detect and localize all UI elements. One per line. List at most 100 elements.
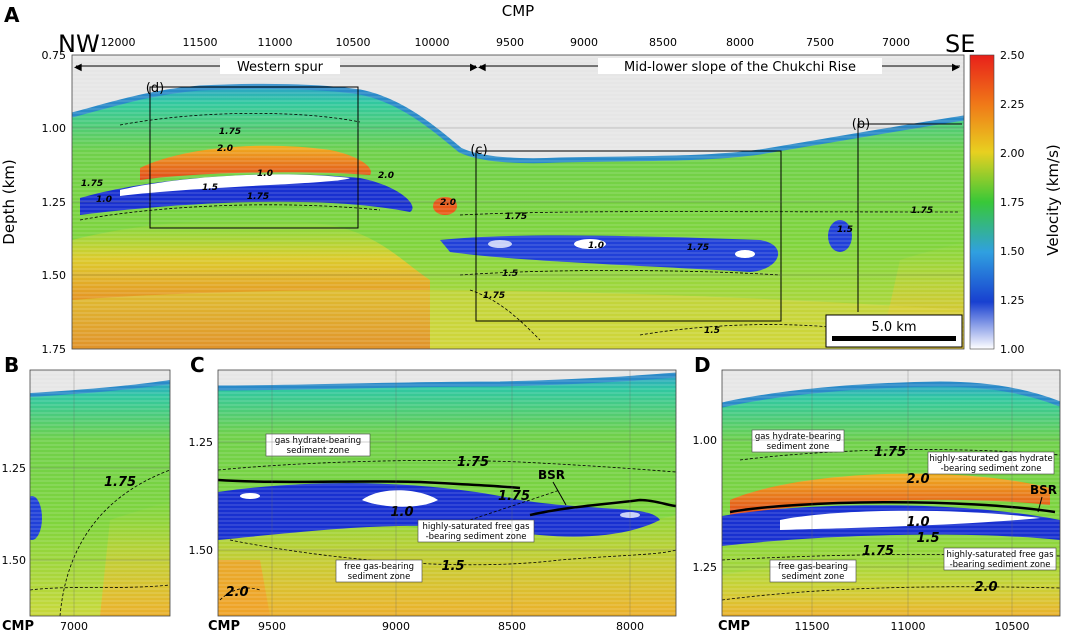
panel-a-contour-label: 1.75 <box>247 192 269 202</box>
panel-a-contour-label: 1.5 <box>837 225 853 235</box>
colorbar-tick: 1.00 <box>1000 343 1025 356</box>
panel-a-x-title: CMP <box>502 2 534 20</box>
panel-a-y-tick: 1.75 <box>42 343 67 356</box>
panel-c-x-tick: 8500 <box>498 620 526 633</box>
panel-a-contour-label: 1.75 <box>483 291 505 301</box>
panel-letter-a: A <box>4 3 20 27</box>
corner-label-se: SE <box>945 30 975 58</box>
annotation-text: highly-saturated gas hydrate <box>929 454 1052 464</box>
panel-a-y-tick: 0.75 <box>42 49 67 62</box>
colorbar-tick: 1.75 <box>1000 196 1025 209</box>
panel-c-y-tick: 1.25 <box>189 436 214 449</box>
annotation-box <box>265 433 371 457</box>
panel-a-y-tick: 1.25 <box>42 196 67 209</box>
panel-b-y-tick: 1.25 <box>2 462 27 475</box>
panel-d-bsr-label: BSR <box>1030 483 1057 497</box>
panel-a-x-tick: 7000 <box>882 36 910 49</box>
panel-a-contour-label: 1.75 <box>505 212 527 222</box>
panel-c-seismic-image <box>218 370 676 616</box>
panel-b-cmp-label: CMP <box>2 619 34 633</box>
annotation-text: sediment zone <box>287 446 350 456</box>
panel-d-cmp-label: CMP <box>718 619 750 633</box>
annotation-box <box>943 547 1057 571</box>
panel-a-contour-label: 1.5 <box>704 326 720 336</box>
panel-a-contour-label: 1.75 <box>81 179 103 189</box>
zoom-box-label-b: (b) <box>852 117 870 132</box>
panel-c-cmp-label: CMP <box>208 619 240 633</box>
panel-c-contour-label: 1.75 <box>457 455 489 470</box>
panel-a-contour-label: 1.5 <box>202 183 218 193</box>
panel-d-x-ticks: 11500 11000 10500 <box>795 370 1030 633</box>
region-label-chukchi-slope: Mid-lower slope of the Chukchi Rise <box>624 60 856 75</box>
panel-c-bsr-label: BSR <box>538 468 565 482</box>
panel-c-contour-label: 1.5 <box>441 559 464 574</box>
annotation-box <box>769 559 857 583</box>
panel-a-x-tick: 12000 <box>101 36 136 49</box>
annotation-text: gas hydrate-bearing <box>275 436 361 446</box>
panel-a-contour-label: 1.0 <box>257 169 273 179</box>
panel-b-y-tick: 1.50 <box>2 554 27 567</box>
svg-text:▶: ▶ <box>952 62 960 73</box>
panel-d-y-tick: 1.25 <box>693 561 718 574</box>
panel-b-x-tick: 7000 <box>60 620 88 633</box>
annotation-text: sediment zone <box>782 572 845 582</box>
panel-a-contour-label: 2.0 <box>378 171 394 181</box>
colorbar <box>969 54 995 350</box>
panel-a-x-tick: 10000 <box>415 36 450 49</box>
panel-d-contour-label: 1.75 <box>874 445 906 460</box>
panel-a-contour-label: 2.0 <box>217 144 233 154</box>
panel-a-contour-label: 1.75 <box>687 243 709 253</box>
panel-letter-d: D <box>694 353 711 377</box>
panel-c-contour-label: 1.0 <box>390 505 413 520</box>
panel-a-y-ticks: 0.75 1.00 1.25 1.50 1.75 <box>42 49 964 356</box>
panel-a-x-tick: 8500 <box>649 36 677 49</box>
colorbar-tick: 1.50 <box>1000 245 1025 258</box>
panel-c-x-tick: 9000 <box>382 620 410 633</box>
panel-d-contour-label: 1.5 <box>916 531 939 546</box>
panel-a-x-tick: 7500 <box>806 36 834 49</box>
scale-bar-box <box>825 314 963 348</box>
annotation-text: sediment zone <box>767 442 830 452</box>
panel-a-y-title: Depth (km) <box>0 159 18 244</box>
panel-a-contour-label: 1.0 <box>96 195 112 205</box>
panel-c-contour-labels: 1.75 1.75 1.0 1.5 2.0 <box>225 455 530 600</box>
panel-b-contour-label: 1.75 <box>104 475 136 490</box>
colorbar-tick: 2.00 <box>1000 147 1025 160</box>
annotation-box <box>335 559 423 583</box>
panel-a-x-tick: 11500 <box>183 36 218 49</box>
panel-a-contour-label: 1.75 <box>911 206 933 216</box>
panel-a-x-tick: 10500 <box>336 36 371 49</box>
scale-bar-line <box>832 336 956 341</box>
zoom-box-label-d: (d) <box>146 81 164 96</box>
svg-text:◀: ◀ <box>478 62 486 73</box>
colorbar-tick: 2.50 <box>1000 49 1025 62</box>
panel-d-x-tick: 11000 <box>891 620 926 633</box>
panel-a-y-tick: 1.50 <box>42 269 67 282</box>
panel-d-contour-label: 2.0 <box>974 580 997 595</box>
panel-a-contour-label: 1.75 <box>219 127 241 137</box>
panel-b-x-ticks: 7000 <box>60 370 88 633</box>
panel-d-y-ticks: 1.00 1.25 <box>693 434 1060 574</box>
svg-text:▶: ▶ <box>470 62 478 73</box>
panel-c-contour-label: 2.0 <box>225 585 248 600</box>
annotation-text: -bearing sediment zone <box>426 532 527 542</box>
panel-a-y-tick: 1.00 <box>42 122 67 135</box>
panel-c-x-tick: 9500 <box>258 620 286 633</box>
annotation-text: -bearing sediment zone <box>950 560 1051 570</box>
panel-d-contour-label: 1.0 <box>906 515 929 530</box>
corner-label-nw: NW <box>58 30 100 58</box>
panel-a-contour-label: 2.0 <box>440 198 456 208</box>
annotation-text: -bearing sediment zone <box>941 464 1042 474</box>
panel-c-y-ticks: 1.25 1.50 <box>189 436 676 557</box>
annotation-box <box>751 429 845 453</box>
panel-a-contour-labels: 1.75 2.0 1.0 1.5 1.75 2.0 2.0 1.75 1.0 1.75 1.5 1.7… <box>81 127 933 336</box>
panel-a-x-tick: 8000 <box>726 36 754 49</box>
panel-a-x-tick: 9000 <box>570 36 598 49</box>
panel-d-contour-labels: 1.752.01.01.51.752.0 <box>862 445 998 595</box>
panel-a-contour-label: 1.0 <box>588 241 604 251</box>
panel-c-x-ticks: 9500 9000 8500 8000 <box>258 370 644 633</box>
panel-d-y-tick: 1.00 <box>693 434 718 447</box>
